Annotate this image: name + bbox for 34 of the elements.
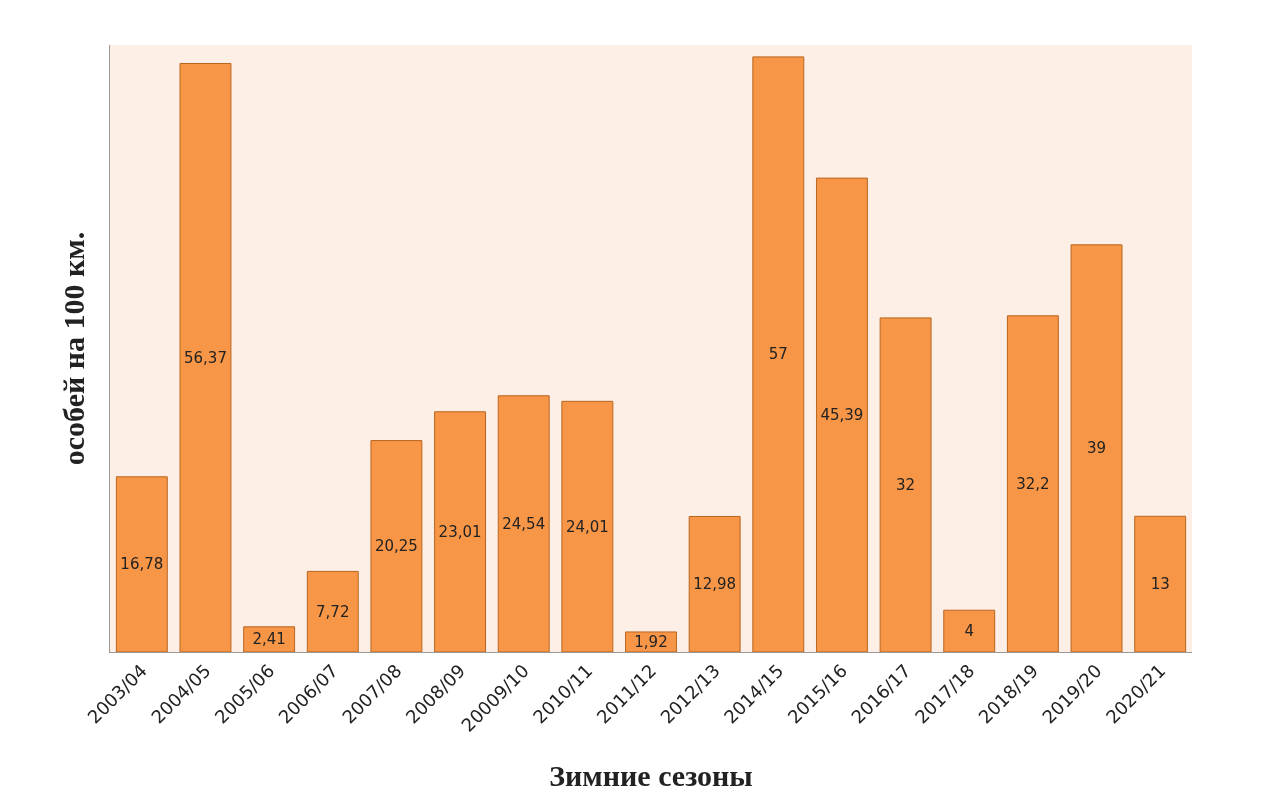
data-label: 56,37: [183, 348, 227, 367]
data-label: 12,98: [693, 575, 737, 594]
bar: [306, 570, 359, 652]
bar: [179, 62, 232, 652]
data-label: 32,2: [1016, 474, 1050, 493]
data-label: 16,78: [120, 555, 164, 574]
data-label: 57: [768, 345, 788, 364]
data-label: 13: [1150, 575, 1170, 594]
bar: [752, 56, 805, 652]
data-label: 1,92: [634, 632, 668, 651]
data-label: 24,54: [502, 514, 546, 533]
bar: [497, 395, 550, 652]
bar: [943, 609, 996, 652]
data-label: 20,25: [374, 537, 418, 556]
bar: [1070, 244, 1123, 652]
data-label: 24,01: [565, 517, 609, 536]
y-axis-title: особей на 100 км.: [57, 231, 90, 466]
x-axis-title: Зимние сезоны: [549, 759, 753, 793]
data-label: 39: [1086, 439, 1107, 458]
bar: [1006, 315, 1059, 652]
bar: [1134, 515, 1187, 652]
bar: [561, 400, 614, 652]
data-label: 4: [964, 622, 975, 641]
data-label: 32: [896, 475, 916, 494]
bar: [434, 411, 487, 652]
data-label: 23,01: [438, 522, 482, 541]
bar: [370, 440, 423, 652]
bar: [815, 177, 868, 652]
bar: [879, 317, 932, 652]
bar: [115, 476, 168, 652]
bar: [688, 515, 741, 652]
data-label: 45,39: [820, 406, 864, 425]
data-label: 2,41: [252, 630, 286, 649]
data-label: 7,72: [316, 602, 350, 621]
